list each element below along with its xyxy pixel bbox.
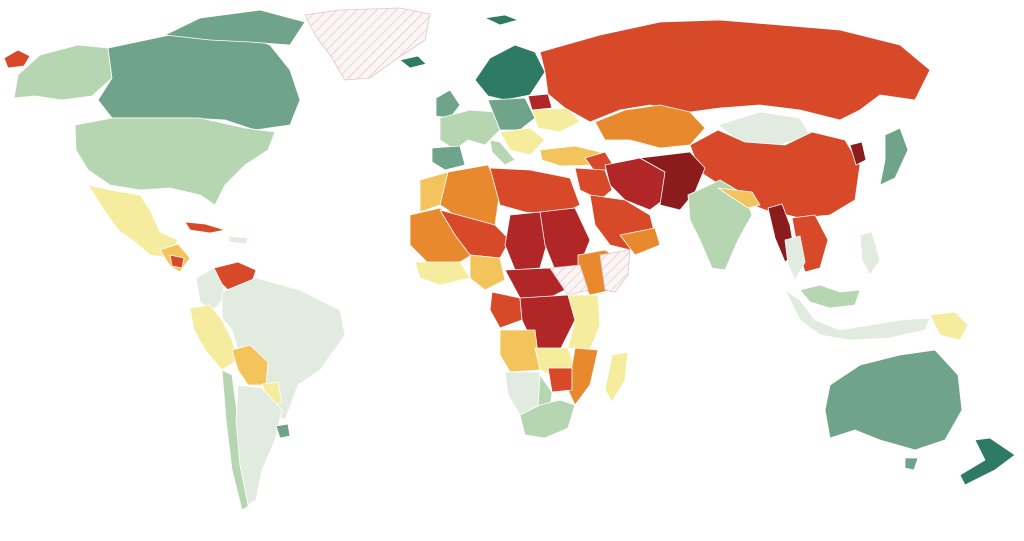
region-scandinavia[interactable] (474, 44, 546, 101)
region-philippines[interactable] (859, 231, 881, 276)
region-japan[interactable] (879, 127, 909, 186)
region-alaska[interactable] (13, 44, 113, 101)
region-new-zealand[interactable] (959, 437, 1016, 486)
region-nigeria[interactable] (469, 254, 506, 291)
region-malaysia[interactable] (799, 284, 861, 309)
region-guinea-coast[interactable] (414, 261, 471, 286)
region-kazakhstan-central-asia[interactable] (594, 104, 706, 149)
region-uk-ireland[interactable] (435, 89, 461, 119)
region-caribbean[interactable] (227, 235, 249, 245)
region-angola[interactable] (499, 329, 541, 373)
region-western-europe[interactable] (439, 109, 501, 151)
region-tasmania[interactable] (904, 457, 919, 471)
region-argentina[interactable] (235, 384, 283, 506)
region-honduras[interactable] (169, 254, 185, 269)
region-indonesia[interactable] (784, 289, 931, 341)
region-cuba[interactable] (184, 221, 226, 234)
region-usa[interactable] (74, 117, 276, 206)
region-mexico[interactable] (87, 184, 179, 259)
region-ukraine[interactable] (531, 107, 581, 133)
region-brazil[interactable] (221, 277, 346, 421)
region-russia[interactable] (539, 19, 931, 123)
region-east-siberia-tip[interactable] (3, 49, 31, 69)
region-central-europe[interactable] (487, 97, 536, 131)
region-australia[interactable] (824, 349, 963, 451)
region-madagascar[interactable] (604, 351, 629, 403)
region-korea[interactable] (849, 141, 867, 166)
region-greenland (304, 7, 431, 81)
region-middle-east[interactable] (574, 167, 613, 201)
region-south-africa[interactable] (519, 399, 576, 439)
region-libya-egypt[interactable] (489, 167, 581, 216)
region-italy[interactable] (489, 139, 516, 166)
region-iberia[interactable] (431, 145, 466, 171)
region-south-sudan (549, 264, 589, 296)
region-yemen-oman[interactable] (619, 227, 661, 256)
region-mozambique[interactable] (567, 347, 599, 406)
region-india[interactable] (687, 179, 753, 271)
region-iceland[interactable] (399, 55, 427, 69)
region-canada-arctic-islands[interactable] (164, 9, 306, 46)
region-canada[interactable] (97, 29, 301, 131)
region-congo[interactable] (489, 291, 523, 329)
region-uruguay[interactable] (275, 423, 291, 439)
region-central-african-republic[interactable] (504, 267, 566, 301)
region-svalbard[interactable] (484, 14, 519, 26)
region-somaliland (599, 249, 631, 293)
region-belarus[interactable] (527, 93, 553, 111)
region-thailand[interactable] (784, 235, 806, 281)
region-papua-new-guinea[interactable] (929, 311, 969, 341)
region-nepal-bangladesh[interactable] (717, 187, 761, 209)
region-balkans[interactable] (499, 127, 546, 156)
region-chile[interactable] (221, 369, 251, 511)
region-zimbabwe[interactable] (547, 367, 573, 393)
